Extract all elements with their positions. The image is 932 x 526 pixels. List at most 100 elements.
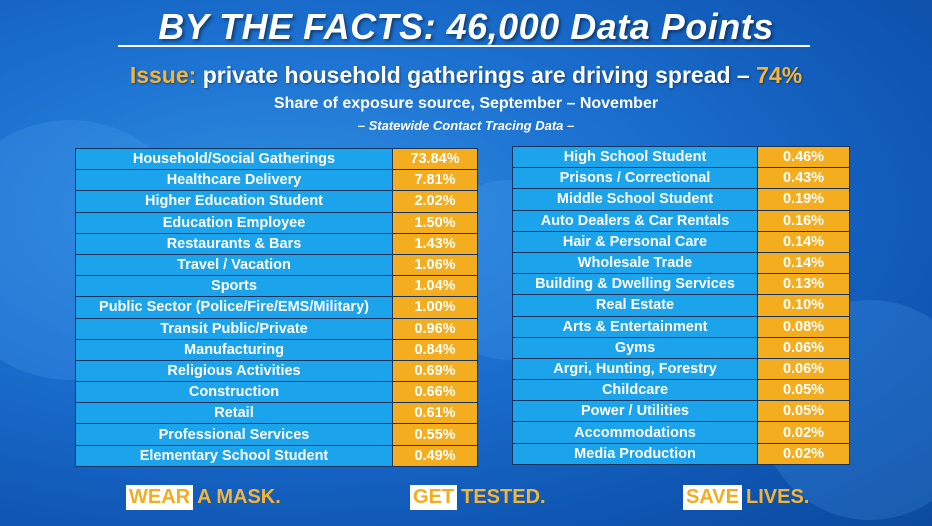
exposure-source-label: Household/Social Gatherings bbox=[75, 147, 393, 171]
exposure-source-label: Transit Public/Private bbox=[75, 317, 393, 340]
exposure-source-label: Auto Dealers & Car Rentals bbox=[512, 209, 758, 232]
exposure-source-label: Professional Services bbox=[75, 423, 393, 446]
table-row: Construction 0.66% bbox=[75, 381, 478, 404]
table-row: Healthcare Delivery 7.81% bbox=[75, 169, 478, 192]
exposure-share-value: 0.10% bbox=[757, 294, 850, 317]
exposure-source-label: Higher Education Student bbox=[75, 190, 393, 213]
source-note: – Statewide Contact Tracing Data – bbox=[357, 118, 575, 133]
table-row: Middle School Student 0.19% bbox=[512, 188, 850, 211]
table-row: Higher Education Student 2.02% bbox=[75, 190, 478, 213]
exposure-share-value: 1.04% bbox=[392, 275, 478, 298]
table-row: Accommodations 0.02% bbox=[512, 421, 850, 444]
exposure-share-value: 0.61% bbox=[392, 402, 478, 425]
exposure-source-label: Education Employee bbox=[75, 211, 393, 234]
table-row: Sports 1.04% bbox=[75, 275, 478, 298]
cta-save-box: SAVE bbox=[683, 485, 742, 510]
exposure-share-value: 0.14% bbox=[757, 251, 850, 275]
exposure-share-value: 0.84% bbox=[392, 338, 478, 361]
exposure-share-value: 0.05% bbox=[757, 379, 850, 402]
exposure-source-label: High School Student bbox=[512, 145, 758, 169]
cta-wear-text: A MASK. bbox=[197, 486, 281, 508]
table-row: Media Production 0.02% bbox=[512, 442, 850, 465]
exposure-source-label: Accommodations bbox=[512, 421, 758, 444]
exposure-share-value: 0.05% bbox=[757, 400, 850, 423]
exposure-share-value: 1.00% bbox=[392, 296, 478, 319]
table-row: Power / Utilities 0.05% bbox=[512, 400, 850, 423]
exposure-source-label: Wholesale Trade bbox=[512, 251, 758, 275]
table-row: Auto Dealers & Car Rentals 0.16% bbox=[512, 209, 850, 232]
exposure-source-label: Real Estate bbox=[512, 294, 758, 317]
exposure-share-value: 0.19% bbox=[757, 188, 850, 211]
exposure-share-value: 1.06% bbox=[392, 253, 478, 277]
issue-text: private household gatherings are driving… bbox=[196, 62, 757, 88]
table-row: Household/Social Gatherings 73.84% bbox=[75, 147, 478, 171]
table-row: Wholesale Trade 0.14% bbox=[512, 251, 850, 275]
cta-save-lives: SAVE LIVES. bbox=[683, 485, 809, 510]
issue-headline: Issue: private household gatherings are … bbox=[0, 62, 932, 89]
exposure-source-label: Power / Utilities bbox=[512, 400, 758, 423]
cta-get-text: TESTED. bbox=[461, 486, 546, 508]
cta-get-tested: GET TESTED. bbox=[410, 485, 546, 510]
page-title: BY THE FACTS: 46,000 Data Points bbox=[158, 6, 774, 47]
table-row: High School Student 0.46% bbox=[512, 145, 850, 169]
table-row: Professional Services 0.55% bbox=[75, 423, 478, 446]
cta-wear-box: WEAR bbox=[126, 485, 194, 510]
table-row: Building & Dwelling Services 0.13% bbox=[512, 273, 850, 296]
issue-prefix: Issue: bbox=[129, 62, 197, 88]
exposure-source-label: Media Production bbox=[512, 442, 758, 465]
cta-save-text: LIVES. bbox=[745, 486, 810, 508]
table-row: Travel / Vacation 1.06% bbox=[75, 253, 478, 277]
exposure-source-label: Childcare bbox=[512, 379, 758, 402]
issue-percent: 74% bbox=[756, 62, 803, 88]
exposure-source-label: Argri, Hunting, Forestry bbox=[512, 357, 758, 381]
table-row: Retail 0.61% bbox=[75, 402, 478, 425]
exposure-share-value: 0.46% bbox=[757, 145, 850, 169]
table-row: Religious Activities 0.69% bbox=[75, 359, 478, 383]
table-row: Gyms 0.06% bbox=[512, 336, 850, 359]
exposure-share-value: 0.43% bbox=[757, 167, 850, 190]
exposure-source-label: Middle School Student bbox=[512, 188, 758, 211]
table-row: Real Estate 0.10% bbox=[512, 294, 850, 317]
exposure-share-value: 0.08% bbox=[757, 315, 850, 338]
table-row: Arts & Entertainment 0.08% bbox=[512, 315, 850, 338]
exposure-source-label: Elementary School Student bbox=[75, 444, 393, 467]
right-exposure-table: High School Student 0.46% Prisons / Correc… bbox=[512, 145, 850, 465]
exposure-share-value: 0.49% bbox=[392, 444, 478, 467]
exposure-share-value: 1.43% bbox=[392, 232, 478, 255]
table-row: Hair & Personal Care 0.14% bbox=[512, 230, 850, 253]
table-row: Transit Public/Private 0.96% bbox=[75, 317, 478, 340]
table-row: Childcare 0.05% bbox=[512, 379, 850, 402]
exposure-source-label: Travel / Vacation bbox=[75, 253, 393, 277]
exposure-source-label: Public Sector (Police/Fire/EMS/Military) bbox=[75, 296, 393, 319]
table-row: Restaurants & Bars 1.43% bbox=[75, 232, 478, 255]
table-row: Public Sector (Police/Fire/EMS/Military)… bbox=[75, 296, 478, 319]
exposure-share-value: 73.84% bbox=[392, 147, 478, 171]
exposure-share-value: 7.81% bbox=[392, 169, 478, 192]
exposure-source-label: Restaurants & Bars bbox=[75, 232, 393, 255]
exposure-share-value: 0.02% bbox=[757, 421, 850, 444]
exposure-source-label: Arts & Entertainment bbox=[512, 315, 758, 338]
table-row: Prisons / Correctional 0.43% bbox=[512, 167, 850, 190]
exposure-share-value: 0.14% bbox=[757, 230, 850, 253]
exposure-source-label: Sports bbox=[75, 275, 393, 298]
table-row: Manufacturing 0.84% bbox=[75, 338, 478, 361]
exposure-share-value: 0.06% bbox=[757, 357, 850, 381]
exposure-source-label: Retail bbox=[75, 402, 393, 425]
left-exposure-table: Household/Social Gatherings 73.84% Healthc… bbox=[75, 147, 478, 467]
exposure-source-label: Prisons / Correctional bbox=[512, 167, 758, 190]
exposure-share-value: 1.50% bbox=[392, 211, 478, 234]
exposure-source-label: Construction bbox=[75, 381, 393, 404]
exposure-share-value: 0.16% bbox=[757, 209, 850, 232]
exposure-share-value: 0.66% bbox=[392, 381, 478, 404]
exposure-source-label: Manufacturing bbox=[75, 338, 393, 361]
title-underline bbox=[118, 45, 810, 47]
table-row: Education Employee 1.50% bbox=[75, 211, 478, 234]
exposure-share-value: 0.02% bbox=[757, 442, 850, 465]
cta-wear-mask: WEAR A MASK. bbox=[126, 485, 281, 510]
exposure-source-label: Gyms bbox=[512, 336, 758, 359]
table-row: Elementary School Student 0.49% bbox=[75, 444, 478, 467]
cta-get-box: GET bbox=[410, 485, 458, 510]
exposure-source-label: Building & Dwelling Services bbox=[512, 273, 758, 296]
subtitle: Share of exposure source, September – No… bbox=[273, 95, 659, 112]
exposure-source-label: Religious Activities bbox=[75, 359, 393, 383]
